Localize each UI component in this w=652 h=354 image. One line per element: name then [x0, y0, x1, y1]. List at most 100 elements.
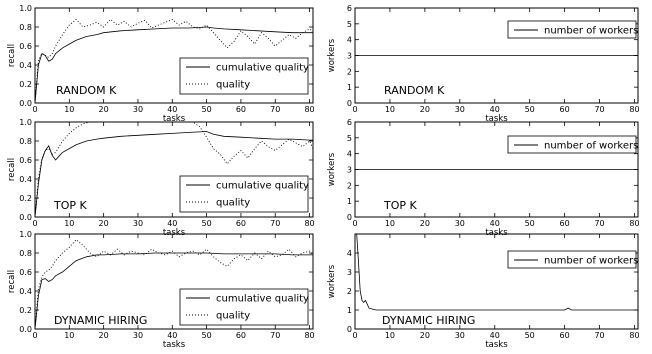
x-tick-label: 50	[525, 219, 535, 228]
x-tick-label: 60	[236, 219, 246, 228]
x-tick-label: 70	[270, 105, 280, 114]
legend-box	[507, 20, 637, 39]
x-axis-label: tasks	[485, 114, 508, 124]
y-tick-label: 4	[347, 36, 352, 45]
x-tick-label: 30	[133, 331, 143, 340]
y-tick-label: 0.4	[19, 61, 32, 70]
legend-label: quality	[216, 311, 250, 322]
y-tick-label: 0.2	[19, 306, 32, 315]
y-tick-label: 0.8	[19, 23, 32, 32]
legend-label: quality	[216, 80, 250, 91]
chart-panel-4: 0 10 20 30 40 50 60 70 80 0 1 2 3 4 5 6 tasks workers TOP …	[327, 118, 640, 238]
chart-panel-5: 0 10 20 30 40 50 60 70 80 0.0 0.2 0.4 0.6 0.8 1.0 tasks…	[7, 230, 315, 350]
x-tick-label: 70	[594, 331, 604, 340]
legend-box	[179, 175, 309, 213]
y-tick-label: 2	[347, 181, 352, 190]
chart-panel-3: 0 10 20 30 40 50 60 70 80 0.0 0.2 0.4 0.6 0.8 1.0 tasks…	[7, 118, 315, 238]
x-tick-label: 50	[202, 219, 212, 228]
plot-frame	[354, 121, 639, 218]
legend-label: cumulative quality	[216, 181, 309, 192]
legend-label: number of workers	[544, 141, 638, 152]
x-tick-label: 80	[304, 105, 314, 114]
y-tick-label: 2	[347, 287, 352, 296]
x-tick-label: 10	[385, 331, 395, 340]
panel-annotation: RANDOM K	[384, 84, 445, 97]
panel-annotation: TOP K	[53, 199, 88, 212]
y-tick-label: 4	[347, 150, 352, 159]
x-tick-label: 50	[202, 331, 212, 340]
series-line-quality	[34, 18, 314, 104]
x-tick-label: 60	[560, 331, 570, 340]
x-tick-label: 80	[629, 219, 639, 228]
y-tick-label: 0.0	[19, 99, 32, 108]
panel-annotation: TOP K	[383, 199, 418, 212]
legend-label: cumulative quality	[216, 63, 309, 74]
y-tick-label: 3	[347, 166, 352, 175]
x-tick-label: 50	[525, 331, 535, 340]
x-tick-label: 10	[64, 331, 74, 340]
y-tick-label: 0.0	[19, 213, 32, 222]
x-tick-label: 80	[629, 331, 639, 340]
plot-frame	[34, 7, 314, 104]
y-tick-label: 0.4	[19, 175, 32, 184]
series-line-number-of-workers	[355, 233, 638, 311]
x-tick-label: 50	[525, 105, 535, 114]
x-tick-label: 40	[167, 105, 177, 114]
x-tick-label: 40	[490, 105, 500, 114]
x-tick-label: 10	[64, 105, 74, 114]
y-tick-label: 1.0	[19, 4, 32, 13]
y-axis-label: recall	[7, 270, 17, 293]
x-tick-label: 30	[455, 219, 465, 228]
y-tick-label: 5	[347, 134, 352, 143]
x-tick-label: 20	[420, 219, 430, 228]
y-tick-label: 3	[347, 268, 352, 277]
legend-box	[507, 250, 637, 269]
y-tick-label: 0.6	[19, 156, 32, 165]
x-tick-label: 70	[594, 105, 604, 114]
x-axis-label: tasks	[485, 228, 508, 238]
chart-panel-6: 0 10 20 30 40 50 60 70 80 0 1 2 3 4 tasks workers DYNAMI…	[327, 233, 640, 350]
y-tick-label: 0.8	[19, 249, 32, 258]
x-tick-label: 20	[420, 331, 430, 340]
legend-box	[507, 135, 637, 154]
x-tick-label: 20	[420, 105, 430, 114]
x-tick-label: 10	[64, 219, 74, 228]
y-tick-label: 1	[347, 306, 352, 315]
x-tick-label: 20	[99, 219, 109, 228]
y-tick-label: 0.4	[19, 287, 32, 296]
x-tick-label: 0	[352, 219, 357, 228]
y-tick-label: 0.0	[19, 325, 32, 334]
y-axis-label: recall	[7, 44, 17, 67]
y-tick-label: 5	[347, 20, 352, 29]
panel-annotation: DYNAMIC HIRING	[54, 314, 147, 327]
x-axis-label: tasks	[485, 340, 508, 350]
x-tick-label: 40	[167, 331, 177, 340]
x-tick-label: 40	[490, 331, 500, 340]
x-tick-label: 30	[133, 105, 143, 114]
plot-frame	[34, 233, 314, 330]
series-line-cumulative-quality	[34, 26, 313, 104]
chart-panel-2: 0 10 20 30 40 50 60 70 80 0 1 2 3 4 5 6 tasks workers RAND…	[327, 4, 640, 124]
chart-panel-1: 0 10 20 30 40 50 60 70 80 0.0 0.2 0.4 0.6 0.8 1.0 tasks…	[7, 4, 315, 124]
legend-label: number of workers	[544, 256, 638, 267]
x-tick-label: 20	[99, 331, 109, 340]
x-tick-label: 30	[133, 219, 143, 228]
y-tick-label: 4	[347, 249, 352, 258]
plot-frame	[354, 233, 639, 330]
y-tick-label: 1.0	[19, 118, 32, 127]
x-tick-label: 40	[490, 219, 500, 228]
legend: number of workers	[507, 250, 638, 269]
x-tick-label: 0	[352, 331, 357, 340]
x-axis-label: tasks	[163, 340, 186, 350]
y-axis-label: workers	[327, 152, 337, 186]
x-tick-label: 30	[455, 105, 465, 114]
y-tick-label: 0.6	[19, 268, 32, 277]
y-tick-label: 0	[347, 325, 352, 334]
series-line-cumulative-quality	[34, 252, 313, 330]
y-tick-label: 0.2	[19, 194, 32, 203]
x-tick-label: 0	[32, 105, 37, 114]
y-tick-label: 6	[347, 118, 352, 127]
y-axis-label: workers	[327, 38, 337, 72]
x-tick-label: 0	[32, 331, 37, 340]
